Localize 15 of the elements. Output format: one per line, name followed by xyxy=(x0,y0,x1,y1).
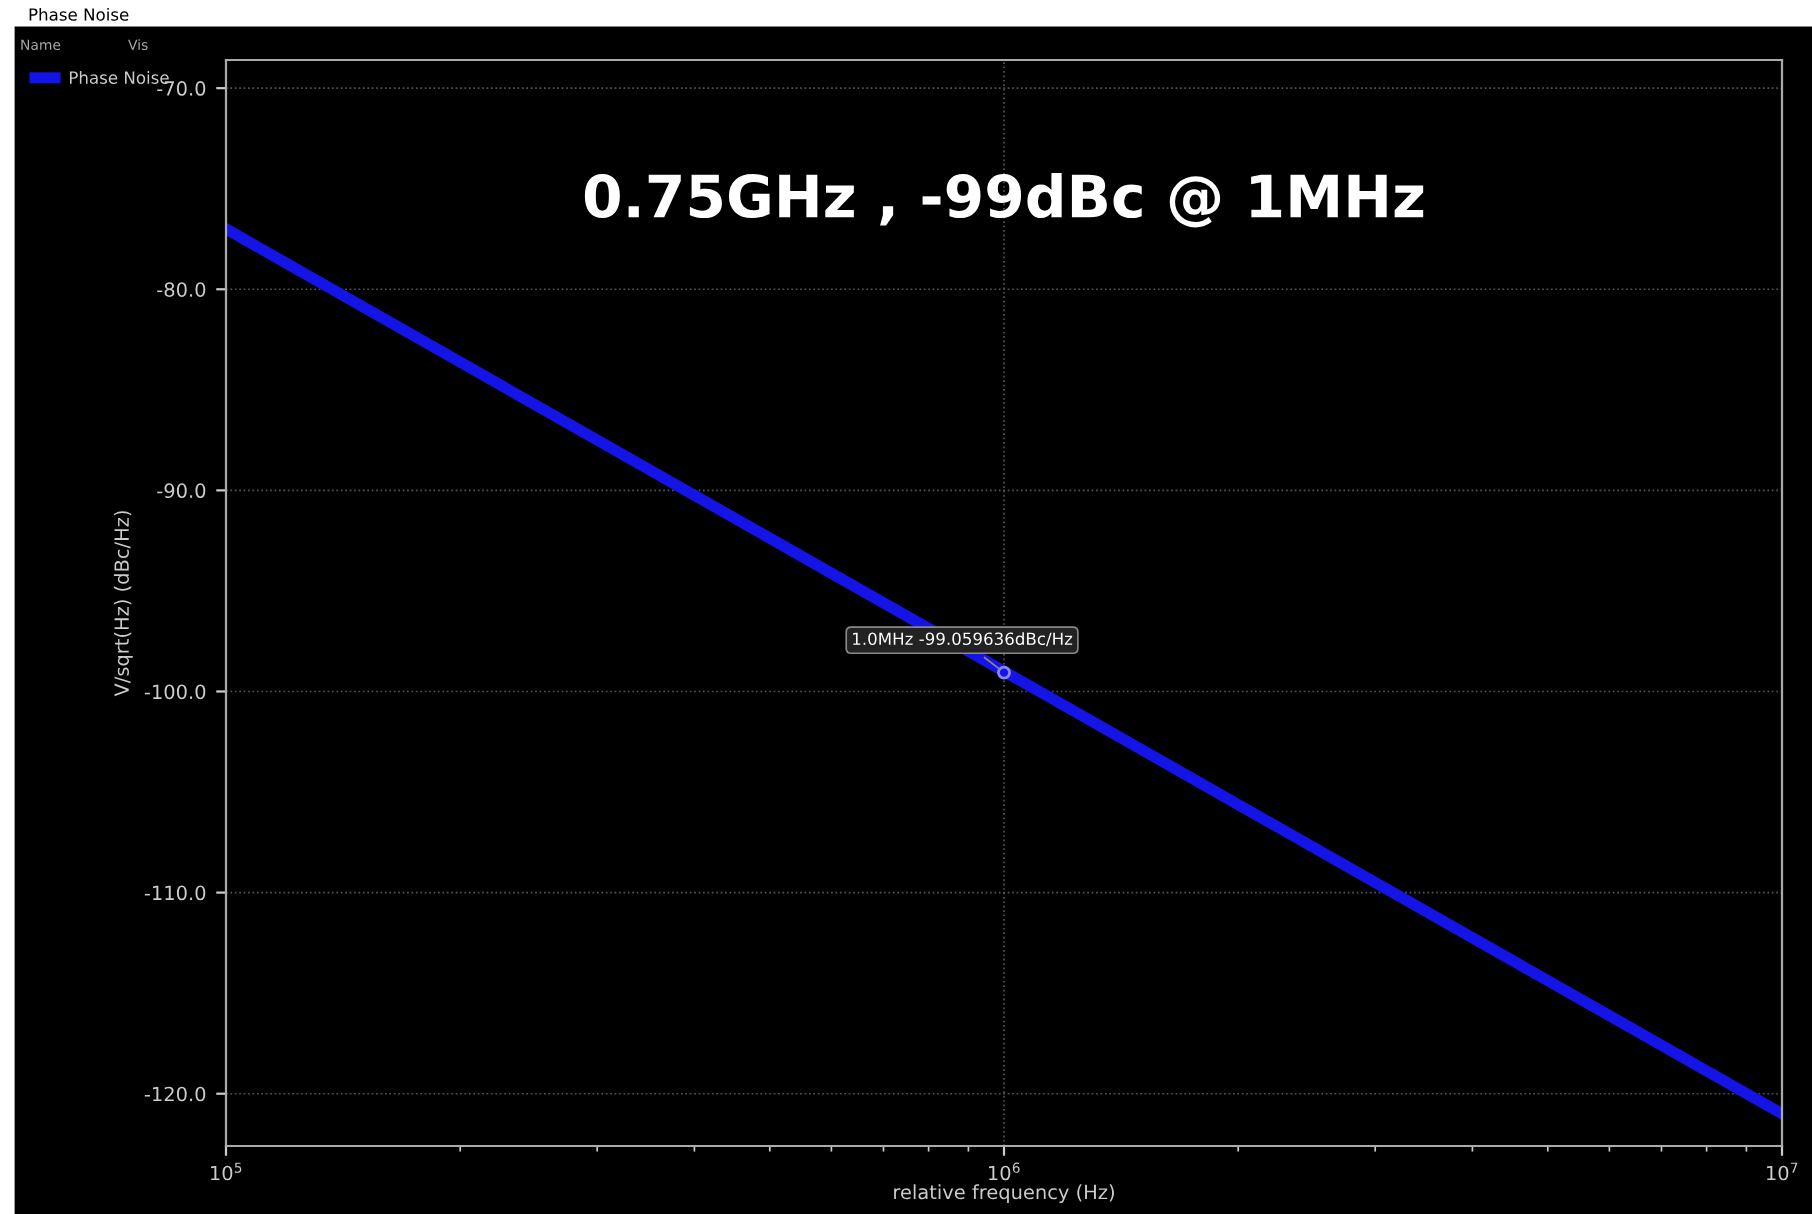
y-tick-label: -90.0 xyxy=(157,483,206,499)
x-tick-label: 10$^{6}$ xyxy=(989,1162,1020,1181)
y-tick-label: -70.0 xyxy=(157,81,206,96)
x-tick-label: 10$^{5}$ xyxy=(211,1162,242,1181)
y-tick-label: -120.0 xyxy=(144,1086,206,1102)
annotation: 1.0MHz -99.059636dBc/Hz xyxy=(853,632,1073,647)
text: Phase Noise xyxy=(29,7,129,21)
y-tick-label: -110.0 xyxy=(144,885,206,901)
text: 0.75GHz , -99dBc @ 1MHz xyxy=(584,172,1424,228)
y-tick-label: -80.0 xyxy=(157,282,206,297)
x-axis-title: relative frequency (Hz) xyxy=(894,1184,1114,1204)
y-tick-label: -100.0 xyxy=(144,684,206,700)
y-axis-title: V/sqrt(Hz) (dBc/Hz) xyxy=(113,511,133,697)
legend-label: Phase Noise xyxy=(69,71,169,84)
x-tick-label: 10$^{7}$ xyxy=(1767,1162,1798,1181)
